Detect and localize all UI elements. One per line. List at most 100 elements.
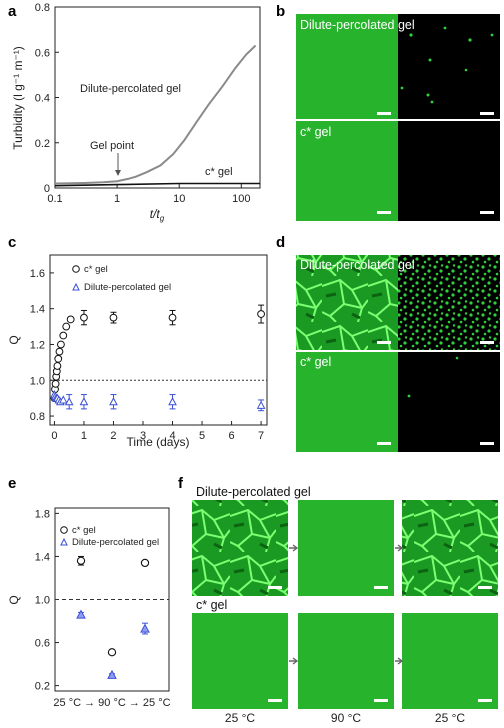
f-cstar-25c-image	[192, 613, 288, 709]
chart-e-xlabel: 25 °C → 90 °C → 25 °C	[53, 697, 170, 709]
chart-c-xtick-label: 1	[81, 430, 87, 442]
chart-e-ytick-label: 1.4	[35, 551, 50, 563]
d-scalebar-4	[480, 442, 494, 445]
d-label-dilute: Dilute-percolated gel	[300, 258, 415, 272]
chart-a-frame	[54, 6, 261, 189]
chart-a-xtick-label: 0.1	[47, 193, 62, 205]
chart-c-ytick-label: 1.4	[30, 304, 45, 316]
chart-a-ytick-label: 0.6	[35, 47, 50, 59]
chart-e-point-cstar	[107, 648, 117, 657]
chart-c-xtick-label: 4	[169, 430, 175, 442]
chart-c-ytick-label: 1.0	[30, 375, 45, 387]
chart-c-point-cstar	[257, 310, 265, 318]
chart-c-legend-dilute: Dilute-percolated gel	[84, 282, 171, 293]
chart-a-xtick-label: 1	[114, 193, 120, 205]
f-arrow-1	[289, 544, 299, 552]
panel-b-images: Dilute-percolated gel c* gel	[296, 14, 500, 221]
chart-a-ytick-label: 0.4	[35, 93, 50, 105]
chart-a-annotation-gelpoint: Gel point	[90, 140, 134, 152]
chart-c-point-cstar	[66, 315, 75, 324]
panel-f-images: Dilute-percolated gel c* gel 25 °C 90 °C…	[192, 485, 498, 725]
f-dilute-25c-return-image	[402, 500, 498, 596]
f-dilute-25c-image	[192, 500, 288, 596]
f-dilute-90c-image	[298, 500, 394, 596]
f-scalebar-2	[374, 586, 388, 589]
chart-a-gelpoint-arrowhead	[115, 170, 121, 176]
b-cstar-black-image	[398, 121, 500, 221]
chart-e-point-dilute	[140, 623, 150, 633]
b-scalebar-2	[480, 112, 494, 115]
f-label-dilute: Dilute-percolated gel	[196, 485, 311, 499]
chart-a-ytick-label: 0.2	[35, 138, 50, 150]
d-scalebar-1	[377, 341, 391, 344]
chart-a: 0.1 1 10 100 0 0.2 0.4 0.6 0.8 Turbidity (l g⁻¹ …	[11, 2, 261, 223]
chart-a-annotation-dilute: Dilute-percolated gel	[80, 83, 181, 95]
chart-c-ylabel: Q	[7, 335, 21, 344]
d-dilute-dots-image	[398, 255, 500, 350]
chart-c-ytick-label: 1.6	[30, 268, 45, 280]
f-cstar-90c-image	[298, 613, 394, 709]
chart-a-ylabel: Turbidity (l g⁻¹ m⁻¹)	[11, 46, 25, 150]
f-scalebar-3	[478, 586, 492, 589]
chart-a-series-dilute-line	[54, 44, 257, 185]
d-dilute-network-image	[296, 255, 398, 350]
b-dilute-green-image	[296, 14, 398, 119]
chart-a-annotation-cstar: c* gel	[205, 166, 233, 178]
f-temp-2: 90 °C	[331, 711, 361, 725]
chart-c-xtick-label: 7	[258, 430, 264, 442]
chart-c-legend-circle	[72, 265, 80, 273]
b-label-dilute: Dilute-percolated gel	[300, 18, 415, 32]
f-cstar-25c-return-image	[402, 613, 498, 709]
chart-c-xlabel: Time (days)	[127, 435, 190, 449]
d-cstar-dot-2	[455, 356, 459, 360]
panel-label-c: c	[8, 234, 16, 251]
chart-c-point-cstar	[62, 322, 71, 331]
b-scalebar-4	[480, 211, 494, 214]
d-scalebar-3	[377, 442, 391, 445]
chart-e-legend-dilute: Dilute-percolated gel	[72, 537, 159, 548]
chart-c-xtick-label: 0	[51, 430, 57, 442]
chart-c-point-cstar	[109, 313, 118, 322]
chart-c-legend-cstar: c* gel	[84, 264, 108, 275]
chart-e-ytick-label: 1.0	[35, 595, 50, 607]
chart-c-xtick-label: 5	[199, 430, 205, 442]
f-arrow-3	[289, 657, 299, 665]
chart-e-point-dilute	[76, 609, 86, 619]
panel-label-d: d	[276, 234, 285, 251]
chart-c-point-cstar	[57, 340, 65, 349]
f-scalebar-4	[268, 699, 282, 702]
chart-c-point-dilute	[64, 397, 74, 406]
chart-e-legend-circle	[60, 526, 68, 534]
chart-c-legend-triangle	[72, 282, 80, 291]
chart-c-point-cstar	[168, 313, 177, 322]
panel-label-e: e	[8, 475, 16, 492]
f-scalebar-1	[268, 586, 282, 589]
chart-c-point-dilute	[256, 400, 266, 409]
chart-c-point-dilute	[168, 397, 177, 406]
b-scalebar-1	[377, 112, 391, 115]
chart-e-ylabel: Q	[7, 595, 21, 604]
chart-c-point-cstar	[59, 331, 68, 340]
chart-e-legend-cstar: c* gel	[72, 525, 96, 536]
b-cstar-green-image	[296, 121, 398, 221]
chart-c-point-cstar	[53, 362, 62, 370]
panel-label-f: f	[178, 475, 184, 492]
chart-a-ytick-label: 0.8	[35, 2, 50, 14]
chart-e-ytick-label: 1.8	[35, 508, 50, 520]
b-scalebar-3	[377, 211, 391, 214]
chart-c-xtick-label: 3	[140, 430, 146, 442]
f-temp-1: 25 °C	[225, 711, 255, 725]
chart-c-point-cstar	[80, 313, 88, 322]
d-cstar-black-image	[398, 352, 500, 452]
f-label-cstar: c* gel	[196, 598, 227, 612]
d-cstar-dot	[407, 394, 411, 398]
chart-a-ytick-label: 0	[44, 183, 50, 195]
chart-c-xtick-label: 6	[229, 430, 235, 442]
chart-c-point-cstar	[55, 347, 64, 356]
chart-c-point-dilute	[79, 397, 89, 406]
chart-e-point-dilute	[107, 669, 117, 679]
chart-a-xtick-label: 10	[173, 193, 185, 205]
chart-a-series-cstar-line	[54, 182, 260, 187]
d-scalebar-2	[480, 341, 494, 344]
